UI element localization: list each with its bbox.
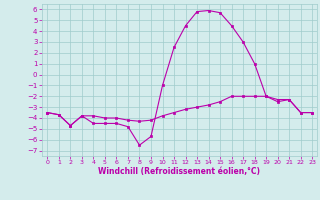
X-axis label: Windchill (Refroidissement éolien,°C): Windchill (Refroidissement éolien,°C) <box>98 167 260 176</box>
